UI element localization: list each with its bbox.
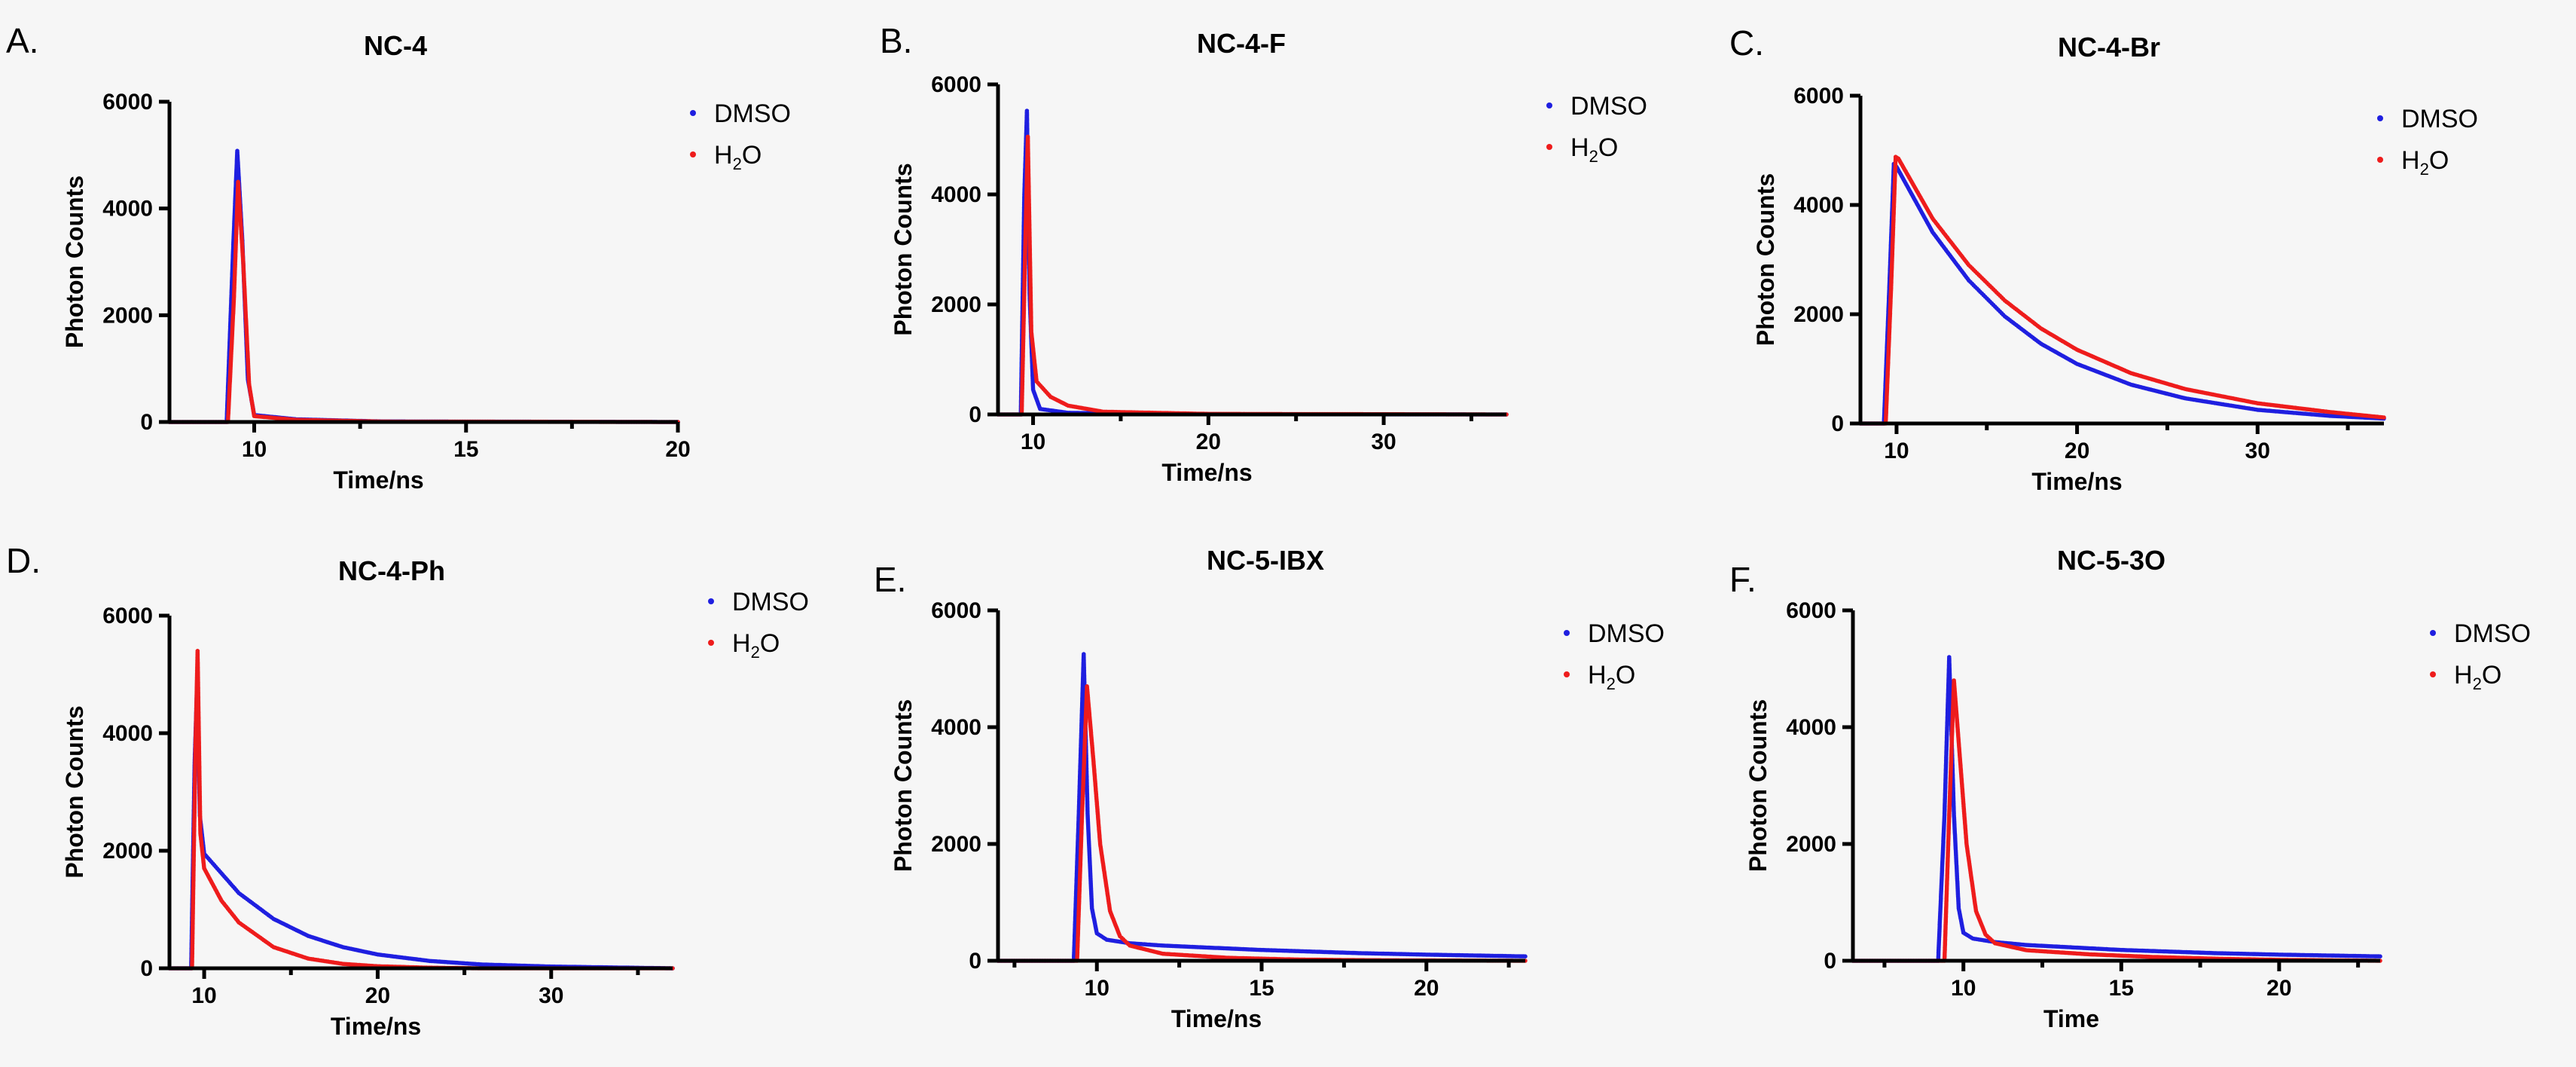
legend-marker-dmso xyxy=(1546,102,1552,109)
legend-label-dmso: DMSO xyxy=(2401,105,2478,133)
data-point xyxy=(2382,415,2386,420)
y-tick-label: 0 xyxy=(140,410,153,435)
x-tick-label: 10 xyxy=(242,437,267,462)
legend-marker-dmso xyxy=(690,110,696,116)
chart-panel-4: D. NC-4-Ph 0 2000 4000 6000 10 20 30 Time/ns Photo… xyxy=(0,520,859,1067)
x-axis-title: Time/ns xyxy=(1161,459,1252,486)
y-tick-label: 0 xyxy=(140,956,153,981)
y-tick-label: 4000 xyxy=(1793,193,1844,218)
y-tick-label: 2000 xyxy=(1793,302,1844,327)
y-axis-title: Photon Counts xyxy=(61,705,88,878)
chart-title: NC-4-Ph xyxy=(338,555,445,586)
panel-background xyxy=(859,0,1717,520)
legend-marker-h2o xyxy=(2377,157,2383,163)
panel-background xyxy=(0,520,859,1067)
y-tick-label: 6000 xyxy=(102,604,153,628)
legend-h2o-o: O xyxy=(760,629,780,658)
y-tick-label: 2000 xyxy=(931,292,981,317)
legend-marker-h2o xyxy=(1546,144,1552,150)
panel-letter: E. xyxy=(874,560,906,599)
chart-title: NC-4-Br xyxy=(2058,32,2160,63)
legend-h2o-h: H xyxy=(714,141,733,170)
legend-h2o-subscript: 2 xyxy=(2420,160,2429,179)
y-axis-title: Photon Counts xyxy=(890,163,917,335)
x-axis-title: Time/ns xyxy=(2031,468,2122,495)
y-tick-label: 0 xyxy=(969,402,981,427)
legend-h2o-h: H xyxy=(732,629,751,658)
x-tick-label: 10 xyxy=(1884,439,1909,463)
chart-panel-2: B. NC-4-F 0 2000 4000 6000 10 20 30 Time/ns Photon… xyxy=(859,0,1717,520)
chart-panel-1: A. NC-4 0 2000 4000 6000 10 15 20 Time/ns Photon C… xyxy=(0,0,859,520)
x-tick-label: 30 xyxy=(539,983,563,1008)
y-tick-label: 6000 xyxy=(1793,84,1844,109)
y-tick-label: 2000 xyxy=(102,839,153,864)
legend-h2o-o: O xyxy=(2429,146,2449,175)
y-tick-label: 4000 xyxy=(931,182,981,207)
chart-title: NC-4-F xyxy=(1197,28,1286,59)
legend-h2o-subscript: 2 xyxy=(1589,147,1598,166)
panel-letter: D. xyxy=(6,541,41,580)
legend-label-dmso: DMSO xyxy=(1570,92,1647,121)
y-axis-title: Photon Counts xyxy=(61,176,88,348)
legend-h2o-subscript: 2 xyxy=(733,154,742,173)
chart-title: NC-5-IBX xyxy=(1207,545,1324,576)
x-tick-label: 20 xyxy=(665,437,690,462)
y-tick-label: 0 xyxy=(1831,411,1844,436)
x-axis-title: Time/ns xyxy=(331,1013,421,1040)
x-tick-label: 20 xyxy=(1196,430,1221,454)
legend-label-dmso: DMSO xyxy=(714,99,791,128)
x-tick-label: 20 xyxy=(2065,439,2089,463)
panel-background xyxy=(1717,0,2576,520)
legend-h2o-o: O xyxy=(742,141,762,170)
legend-label-dmso: DMSO xyxy=(732,588,809,616)
y-tick-label: 4000 xyxy=(102,197,153,222)
legend: DMSO H2O xyxy=(690,99,791,173)
legend-h2o-o: O xyxy=(1598,133,1618,162)
panel-letter: B. xyxy=(880,21,912,60)
x-tick-label: 20 xyxy=(365,983,390,1008)
y-tick-label: 2000 xyxy=(102,303,153,328)
panel-letter: C. xyxy=(1729,23,1764,63)
legend-h2o-subscript: 2 xyxy=(751,643,760,662)
panel-letter: A. xyxy=(6,21,38,60)
y-tick-label: 4000 xyxy=(102,721,153,746)
x-axis-title: Time/ns xyxy=(333,466,423,494)
chart-panel-3: C. NC-4-Br 0 2000 4000 6000 10 20 30 Time/ns Photo… xyxy=(1717,0,2576,520)
legend-marker-h2o xyxy=(690,151,696,157)
legend-marker-h2o xyxy=(708,640,714,646)
legend-marker-dmso xyxy=(708,598,714,604)
y-tick-label: 6000 xyxy=(931,72,981,97)
panel-background xyxy=(859,520,1717,1067)
legend-h2o-h: H xyxy=(1570,133,1589,162)
legend-marker-dmso xyxy=(2377,115,2383,121)
y-axis-title: Photon Counts xyxy=(1752,173,1779,346)
legend-label-h2o: H2O xyxy=(714,141,762,173)
x-tick-label: 30 xyxy=(2245,439,2270,463)
x-tick-label: 10 xyxy=(191,983,216,1008)
y-tick-label: 6000 xyxy=(102,90,153,115)
chart-title: NC-4 xyxy=(364,30,427,61)
legend-h2o-h: H xyxy=(2401,146,2420,175)
panel-background xyxy=(0,0,859,520)
x-tick-label: 10 xyxy=(1021,430,1045,454)
x-tick-label: 30 xyxy=(1371,430,1396,454)
x-tick-label: 15 xyxy=(453,437,478,462)
